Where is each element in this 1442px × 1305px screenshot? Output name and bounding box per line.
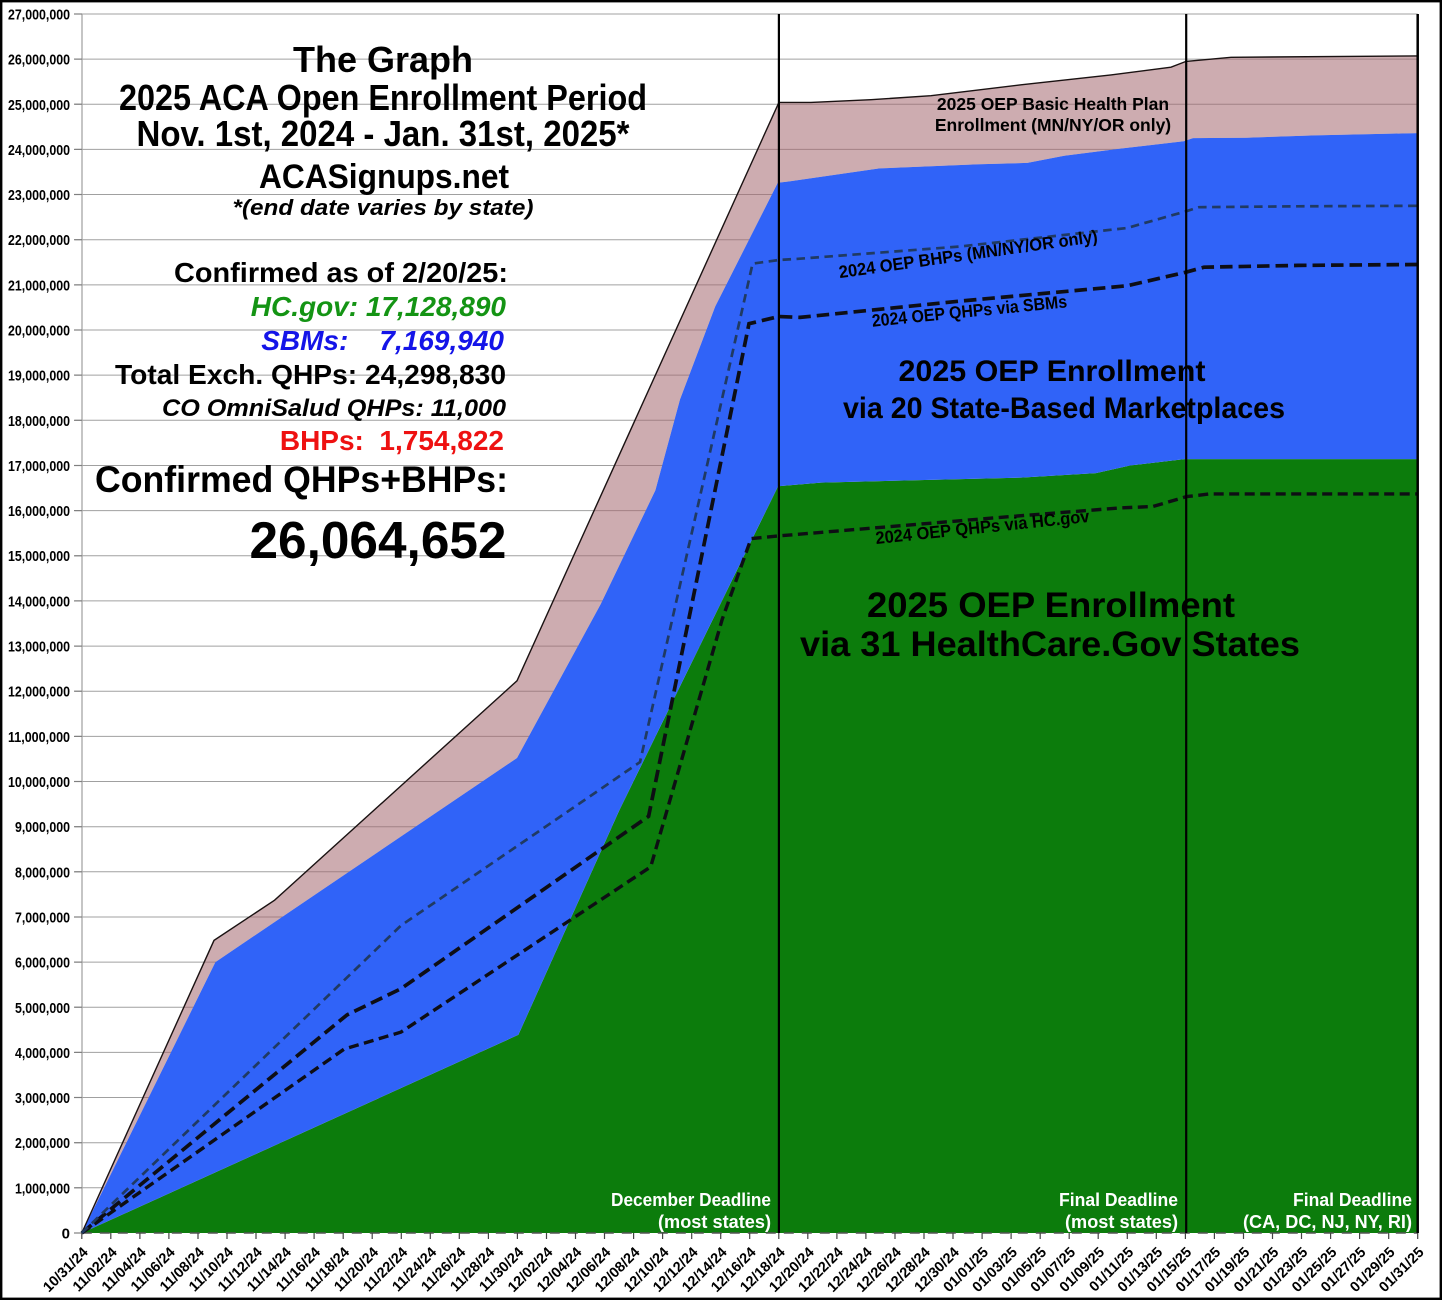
svg-text:13,000,000: 13,000,000 (8, 639, 70, 656)
svg-text:Confirmed as of 2/20/25:: Confirmed as of 2/20/25: (174, 257, 508, 288)
svg-text:12,000,000: 12,000,000 (8, 684, 70, 701)
svg-text:Total Exch. QHPs: 24,298,830: Total Exch. QHPs: 24,298,830 (115, 359, 506, 390)
svg-text:Final Deadline: Final Deadline (1293, 1190, 1412, 1210)
svg-text:6,000,000: 6,000,000 (15, 955, 70, 972)
svg-text:BHPs: 1,754,822: BHPs: 1,754,822 (280, 425, 504, 456)
svg-text:(CA, DC, NJ, NY, RI): (CA, DC, NJ, NY, RI) (1243, 1212, 1412, 1232)
svg-text:26,000,000: 26,000,000 (8, 52, 70, 69)
svg-text:3,000,000: 3,000,000 (15, 1090, 70, 1107)
svg-text:9,000,000: 9,000,000 (15, 819, 70, 836)
svg-text:19,000,000: 19,000,000 (8, 368, 70, 385)
svg-text:16,000,000: 16,000,000 (8, 503, 70, 520)
svg-text:25,000,000: 25,000,000 (8, 97, 70, 114)
svg-text:Confirmed QHPs+BHPs:: Confirmed QHPs+BHPs: (95, 459, 508, 500)
svg-text:(most states): (most states) (658, 1212, 771, 1232)
svg-text:0: 0 (62, 1226, 70, 1243)
svg-text:via 31 HealthCare.Gov States: via 31 HealthCare.Gov States (800, 625, 1300, 664)
svg-text:(most states): (most states) (1065, 1212, 1178, 1232)
svg-text:HC.gov: 17,128,890: HC.gov: 17,128,890 (251, 291, 507, 322)
svg-text:10,000,000: 10,000,000 (8, 774, 70, 791)
svg-text:2025 OEP Enrollment: 2025 OEP Enrollment (867, 586, 1235, 625)
svg-text:2025 OEP Basic Health Plan: 2025 OEP Basic Health Plan (937, 94, 1169, 114)
svg-text:2025 OEP Enrollment: 2025 OEP Enrollment (899, 355, 1206, 388)
svg-text:4,000,000: 4,000,000 (15, 1045, 70, 1062)
svg-text:26,064,652: 26,064,652 (250, 512, 507, 570)
svg-text:1,000,000: 1,000,000 (15, 1180, 70, 1197)
svg-text:27,000,000: 27,000,000 (8, 7, 70, 24)
svg-text:24,000,000: 24,000,000 (8, 142, 70, 159)
svg-text:22,000,000: 22,000,000 (8, 232, 70, 249)
svg-text:18,000,000: 18,000,000 (8, 413, 70, 430)
svg-text:Final Deadline: Final Deadline (1059, 1190, 1178, 1210)
svg-text:11,000,000: 11,000,000 (8, 729, 70, 746)
svg-text:CO OmniSalud QHPs: 11,000: CO OmniSalud QHPs: 11,000 (162, 395, 507, 422)
svg-text:Nov. 1st, 2024 - Jan. 31st, 20: Nov. 1st, 2024 - Jan. 31st, 2025* (137, 113, 630, 154)
svg-text:17,000,000: 17,000,000 (8, 458, 70, 475)
svg-text:via 20 State-Based Marketplace: via 20 State-Based Marketplaces (843, 392, 1285, 425)
svg-text:SBMs: 7,169,940: SBMs: 7,169,940 (261, 325, 504, 356)
svg-text:7,000,000: 7,000,000 (15, 910, 70, 927)
svg-text:The Graph: The Graph (293, 39, 473, 80)
svg-text:ACASignups.net: ACASignups.net (259, 158, 509, 196)
svg-text:*(end date varies by state): *(end date varies by state) (233, 195, 534, 220)
svg-text:15,000,000: 15,000,000 (8, 548, 70, 565)
svg-text:14,000,000: 14,000,000 (8, 593, 70, 610)
svg-text:21,000,000: 21,000,000 (8, 277, 70, 294)
svg-text:20,000,000: 20,000,000 (8, 323, 70, 340)
svg-text:8,000,000: 8,000,000 (15, 864, 70, 881)
svg-text:23,000,000: 23,000,000 (8, 187, 70, 204)
svg-text:December Deadline: December Deadline (611, 1190, 771, 1210)
svg-text:2025 ACA Open Enrollment Perio: 2025 ACA Open Enrollment Period (119, 77, 647, 118)
svg-text:Enrollment (MN/NY/OR only): Enrollment (MN/NY/OR only) (935, 115, 1171, 135)
svg-text:2,000,000: 2,000,000 (15, 1135, 70, 1152)
svg-text:5,000,000: 5,000,000 (15, 1000, 70, 1017)
